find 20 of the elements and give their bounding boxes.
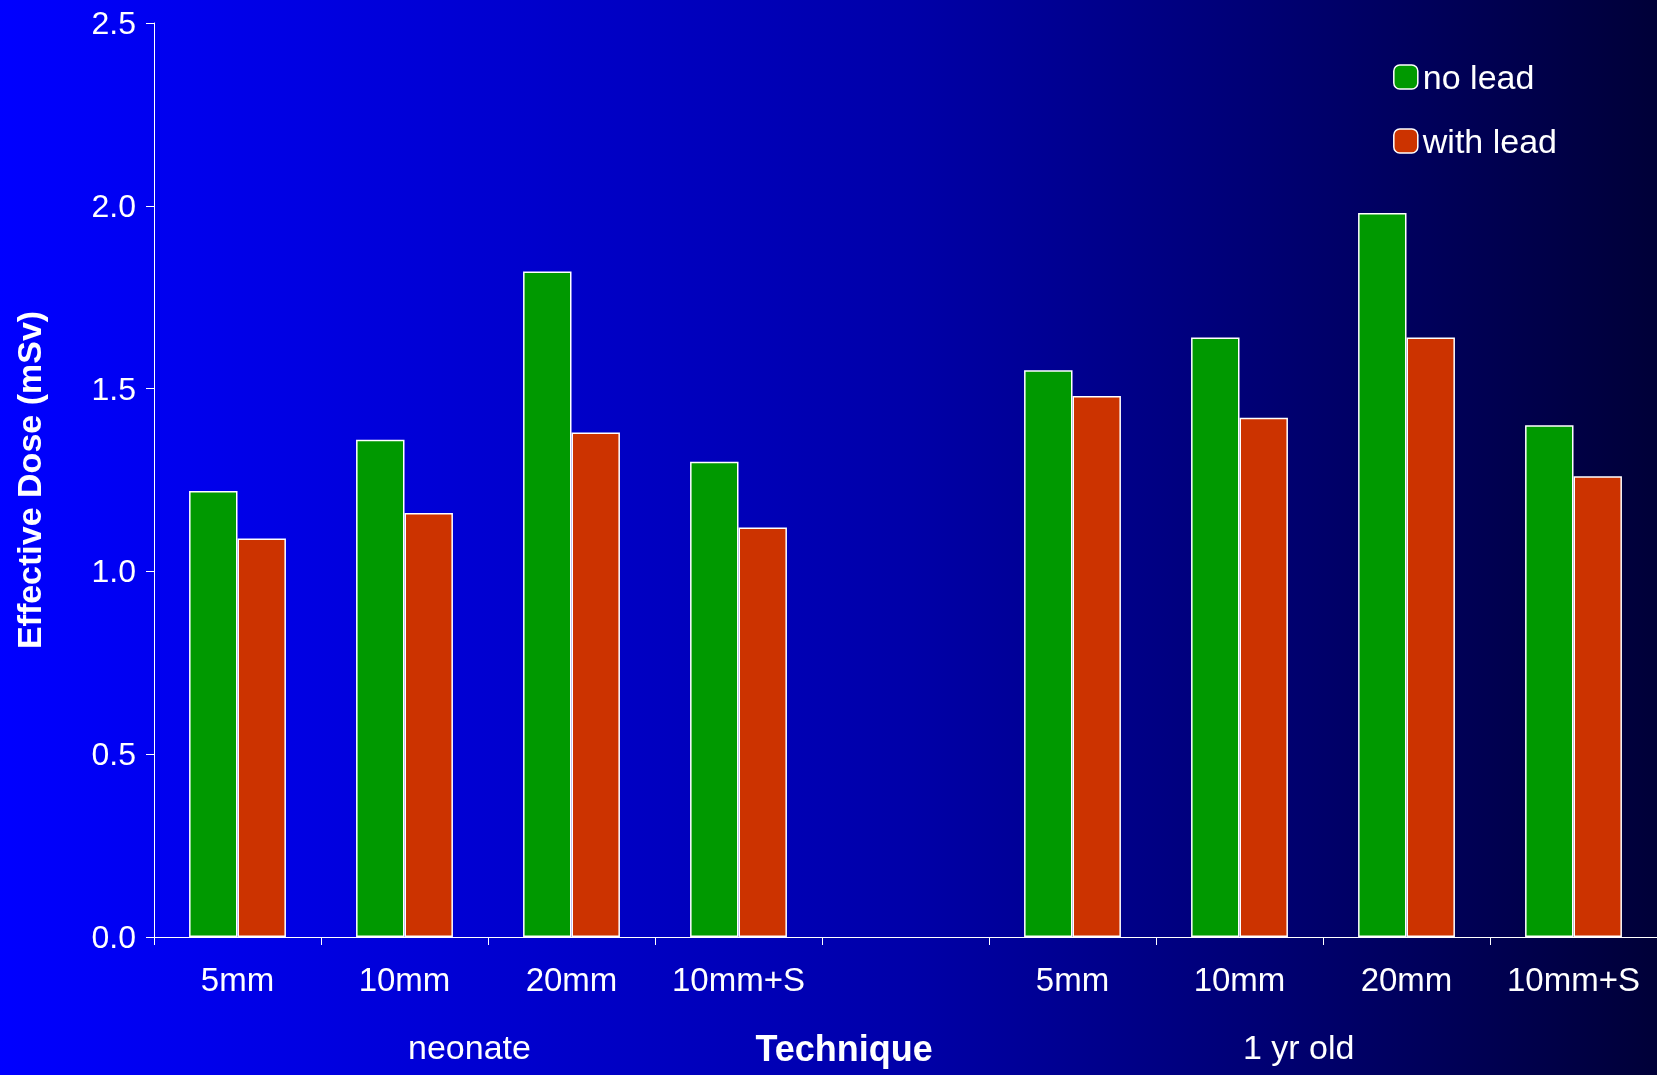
x-axis-title: Technique xyxy=(755,1027,933,1069)
y-tick-label: 2.0 xyxy=(91,187,136,224)
y-tick-label: 1.0 xyxy=(91,553,136,590)
x-tick-label: 10mm xyxy=(1193,961,1286,998)
y-tick-label: 1.5 xyxy=(91,370,136,407)
y-axis-title: Effective Dose (mSv) xyxy=(10,310,48,650)
x-tick-label: 20mm xyxy=(525,961,618,998)
y-tick-label: 0.0 xyxy=(91,919,136,955)
x-tick-label: 20mm xyxy=(1360,961,1453,998)
legend-label: with lead xyxy=(1421,122,1558,160)
text: neonate xyxy=(408,1028,531,1066)
x-tick-label: 10mm xyxy=(358,961,451,998)
y-tick-label: 2.5 xyxy=(91,5,136,41)
x-tick-label: 10mm+S xyxy=(1507,961,1640,998)
y-tick-label: 0.5 xyxy=(91,736,136,773)
legend-label: no lead xyxy=(1422,58,1535,96)
text: 1 yr old xyxy=(1243,1028,1355,1066)
x-tick-label: 10mm+S xyxy=(672,961,805,998)
x-tick-label: 5mm xyxy=(1035,961,1110,998)
x-tick-label: 5mm xyxy=(200,961,275,998)
